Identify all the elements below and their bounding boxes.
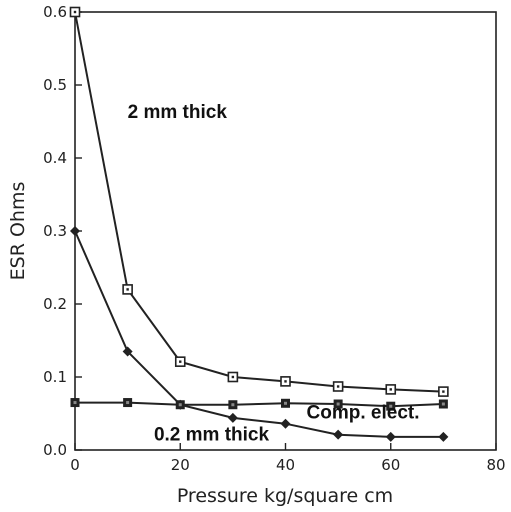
annotation-layer: 2 mm thick Comp. elect. 0.2 mm thick [128, 102, 420, 446]
series-line-0 [74, 11, 444, 393]
data-point-filled-diamond [227, 412, 238, 423]
data-point-filled-diamond [333, 429, 344, 440]
series-line-1 [74, 230, 444, 438]
data-point-open-square [122, 284, 133, 295]
data-point-open-square [385, 384, 397, 395]
data-point-filled-square [281, 398, 290, 408]
data-point-filled-diamond [122, 346, 133, 357]
series-annotation: 0.2 mm thick [154, 425, 270, 446]
data-point-filled-square [228, 400, 238, 410]
data-point-open-square [280, 376, 291, 387]
series-annotation: Comp. elect. [307, 403, 420, 424]
data-point-filled-square [123, 398, 133, 408]
axis-ticks: 0 20 40 60 80 0.0 0.1 0.2 0.3 0.4 0.5 0.6 [43, 3, 505, 474]
x-tick-label: 20 [171, 456, 190, 474]
series-line-2 [75, 401, 444, 408]
data-point-filled-square [438, 399, 448, 409]
x-tick-label: 40 [276, 456, 295, 474]
series-layer [69, 6, 449, 442]
x-axis-title: Pressure kg/square cm [177, 485, 393, 507]
x-tick-label: 80 [486, 456, 505, 474]
data-point-open-square [174, 356, 186, 367]
data-point-open-square [69, 6, 81, 18]
data-point-filled-diamond [385, 431, 396, 442]
y-tick-label: 0.0 [43, 441, 67, 459]
data-point-filled-square [70, 398, 80, 408]
y-tick-label: 0.4 [43, 149, 67, 167]
series-annotation: 2 mm thick [128, 102, 228, 123]
x-tick-label: 0 [70, 456, 80, 474]
y-axis-title: ESR Ohms [7, 182, 29, 281]
x-tick-label: 60 [381, 456, 400, 474]
y-tick-label: 0.6 [43, 3, 67, 21]
data-point-filled-diamond [70, 226, 80, 236]
data-point-open-square [227, 371, 239, 383]
data-point-filled-diamond [438, 431, 449, 442]
y-tick-label: 0.2 [43, 295, 67, 313]
y-tick-label: 0.3 [43, 222, 67, 240]
y-tick-label: 0.1 [43, 368, 67, 386]
data-point-filled-square [333, 399, 343, 409]
data-point-open-square [438, 386, 449, 397]
data-point-filled-diamond [280, 418, 291, 429]
data-point-filled-square [175, 400, 185, 410]
y-tick-label: 0.5 [43, 76, 67, 94]
data-point-open-square [332, 381, 344, 392]
data-point-filled-square [386, 401, 396, 411]
